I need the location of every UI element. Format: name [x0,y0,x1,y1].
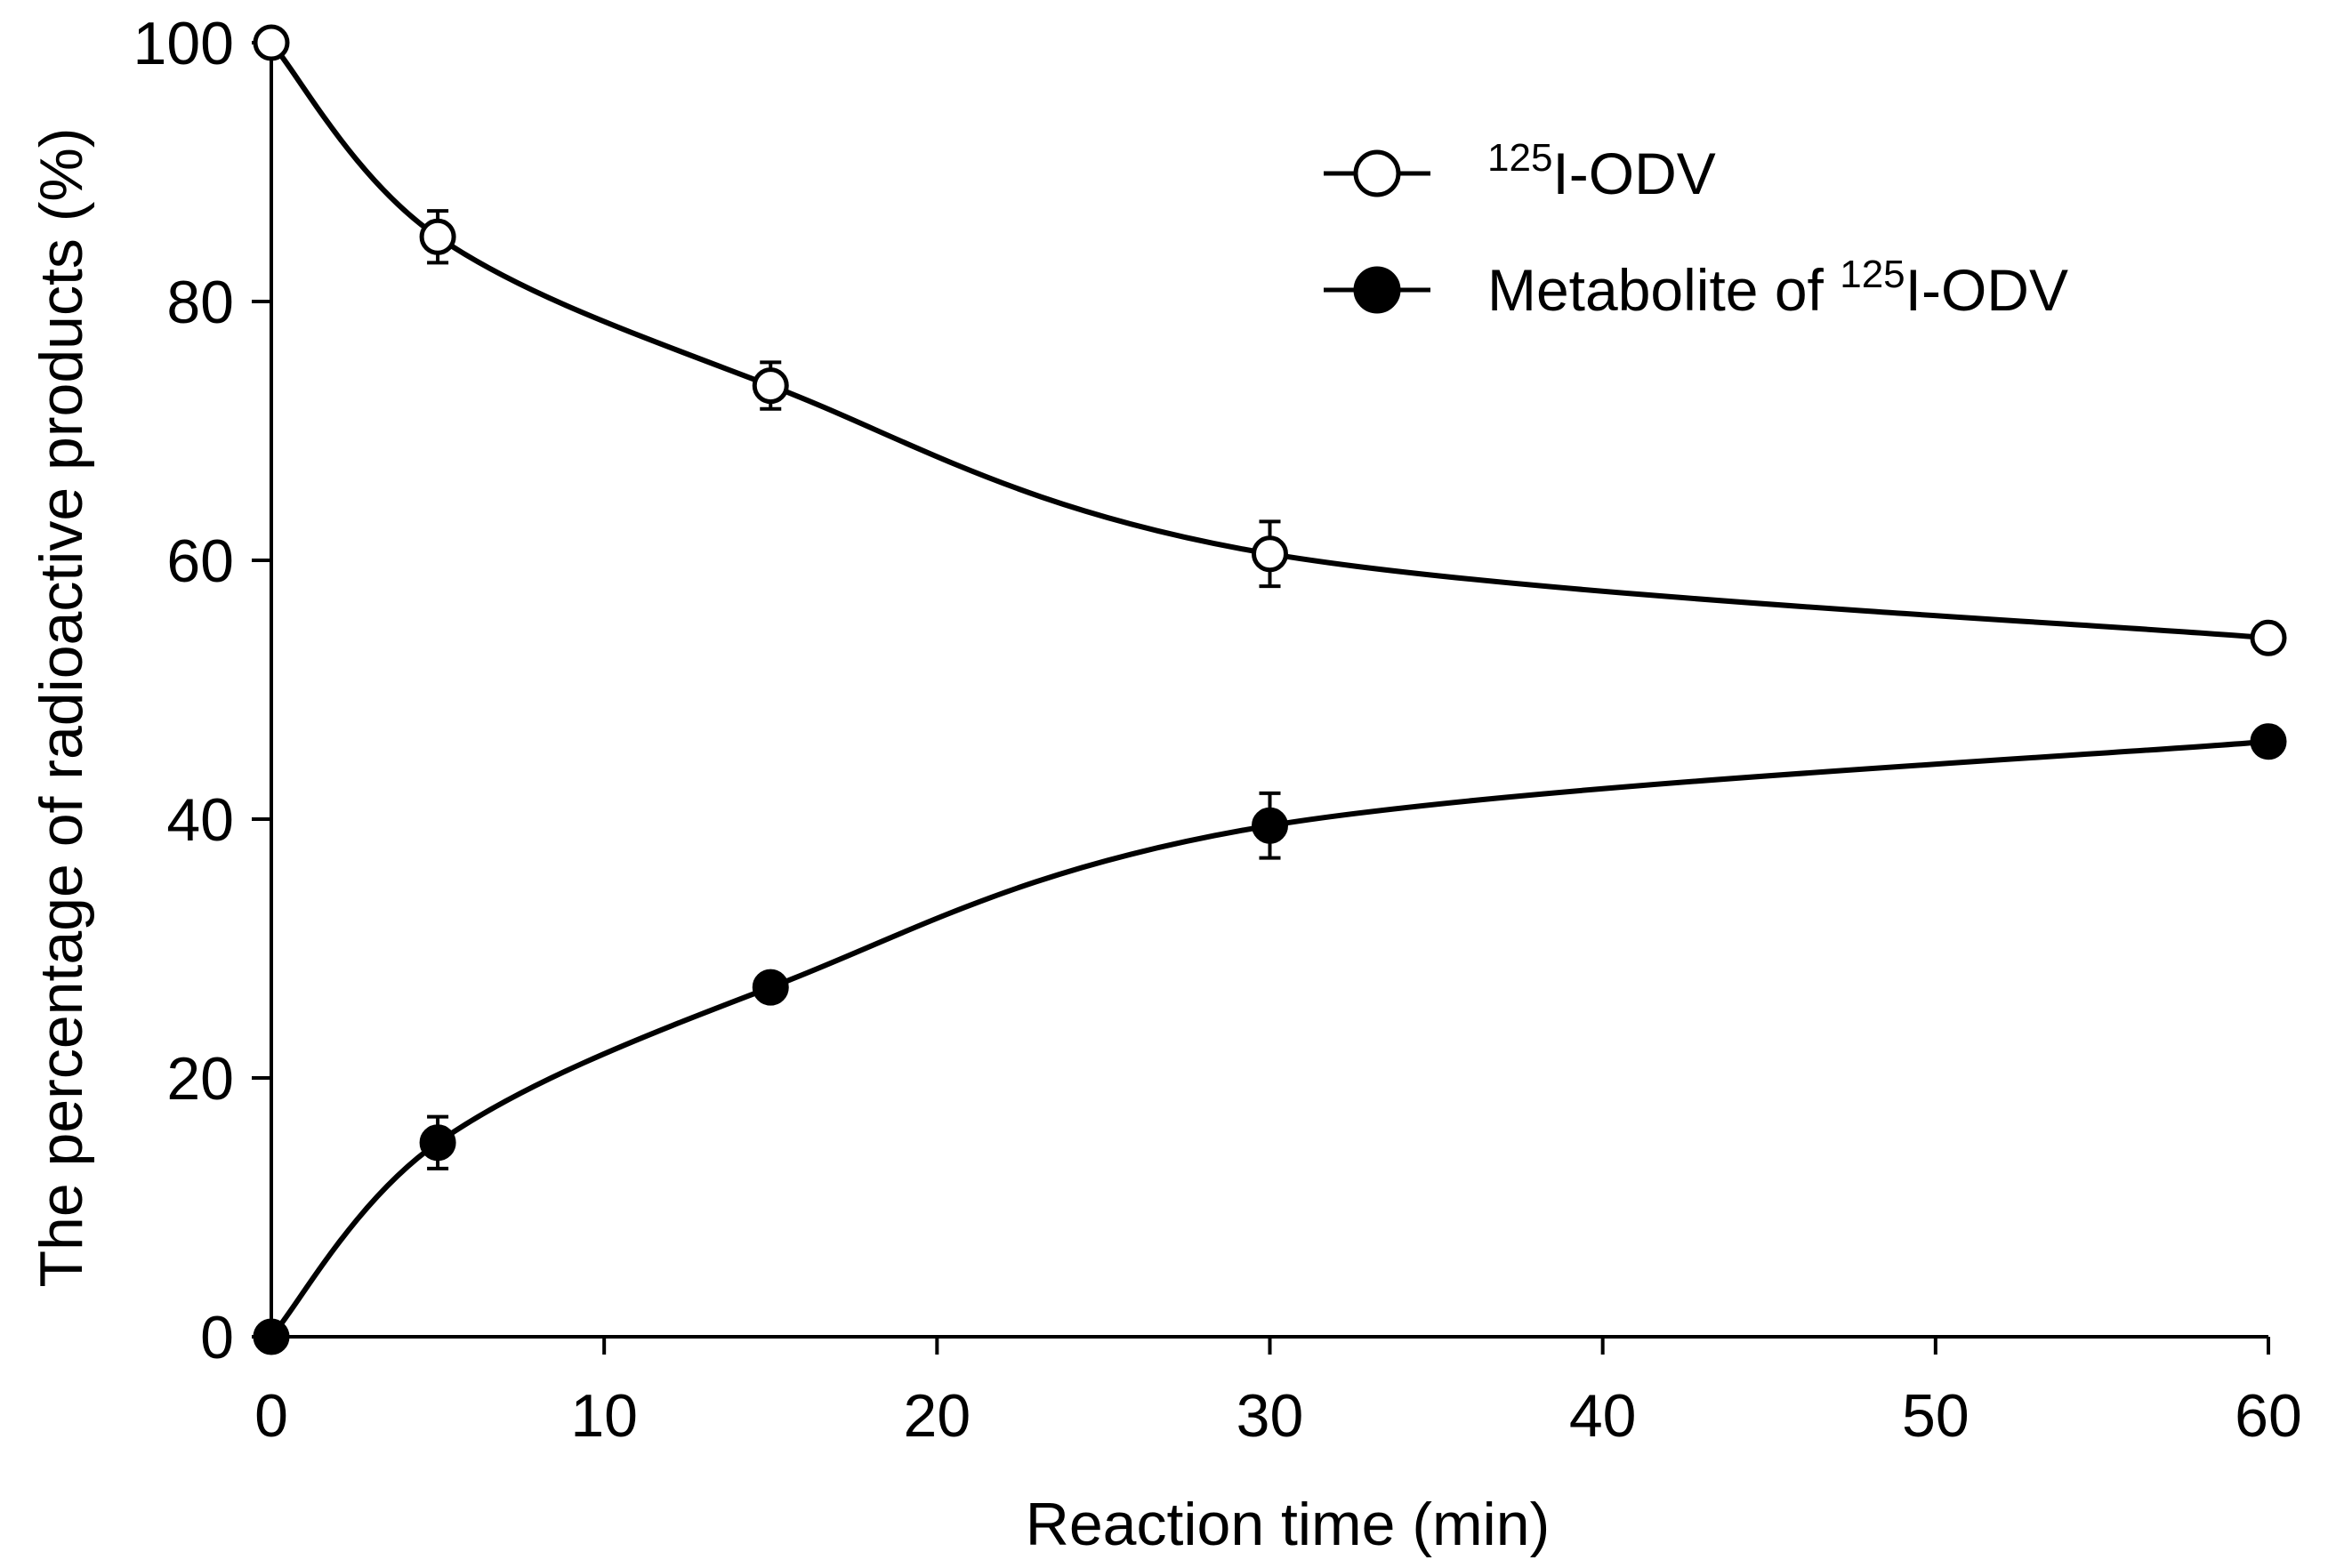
y-tick-label: 40 [166,786,234,854]
legend-label-main: I-ODV [1905,257,2068,323]
x-tick-label: 30 [1236,1382,1304,1450]
y-tick-label: 100 [133,10,234,77]
data-point-filled [419,1124,456,1162]
x-tick-label: 20 [904,1382,971,1450]
data-point-open [1252,535,1288,573]
x-tick-label: 60 [2235,1382,2302,1450]
legend-item: Metabolite of 125I-ODV [1324,253,2068,323]
legend-item: 125I-ODV [1324,136,1716,206]
y-tick-label: 20 [166,1045,234,1113]
series-layer [253,24,2287,1355]
y-tick-label: 80 [166,269,234,336]
x-tick-label: 50 [1902,1382,1970,1450]
data-point-open [419,218,456,255]
x-tick-label: 10 [570,1382,638,1450]
data-point-open [253,24,290,61]
series-line [269,41,2269,641]
x-tick-label: 40 [1569,1382,1637,1450]
data-point-filled [2250,723,2287,760]
series-line [269,738,2269,1339]
data-point-filled [253,1318,290,1355]
y-ticks: 0 20 40 60 80 100 [133,10,271,1371]
legend-label-prefix: Metabolite of [1487,257,1840,323]
x-ticks: 0 10 20 30 40 50 60 [254,1337,2302,1450]
legend-marker-open [1353,149,1401,197]
data-point-filled [752,969,789,1006]
legend-label-superscript: 125 [1840,253,1905,296]
series-odv [253,24,2287,656]
y-tick-label: 0 [200,1304,234,1371]
y-tick-label: 60 [166,527,234,595]
data-point-open [2250,619,2287,656]
axes-group [270,43,2268,1339]
legend-label-main: I-ODV [1552,141,1715,206]
legend-label: 125I-ODV [1487,136,1716,206]
x-tick-label: 0 [254,1382,288,1450]
legend-label: Metabolite of 125I-ODV [1487,253,2068,323]
x-axis-title: Reaction time (min) [1026,1491,1551,1558]
data-point-filled [1252,807,1288,844]
legend-marker-filled [1353,266,1401,314]
data-point-open [752,367,789,405]
legend-label-superscript: 125 [1487,136,1552,180]
series-metabolite [253,723,2287,1355]
y-axis-title: The percentage of radioactive products (… [28,127,95,1287]
